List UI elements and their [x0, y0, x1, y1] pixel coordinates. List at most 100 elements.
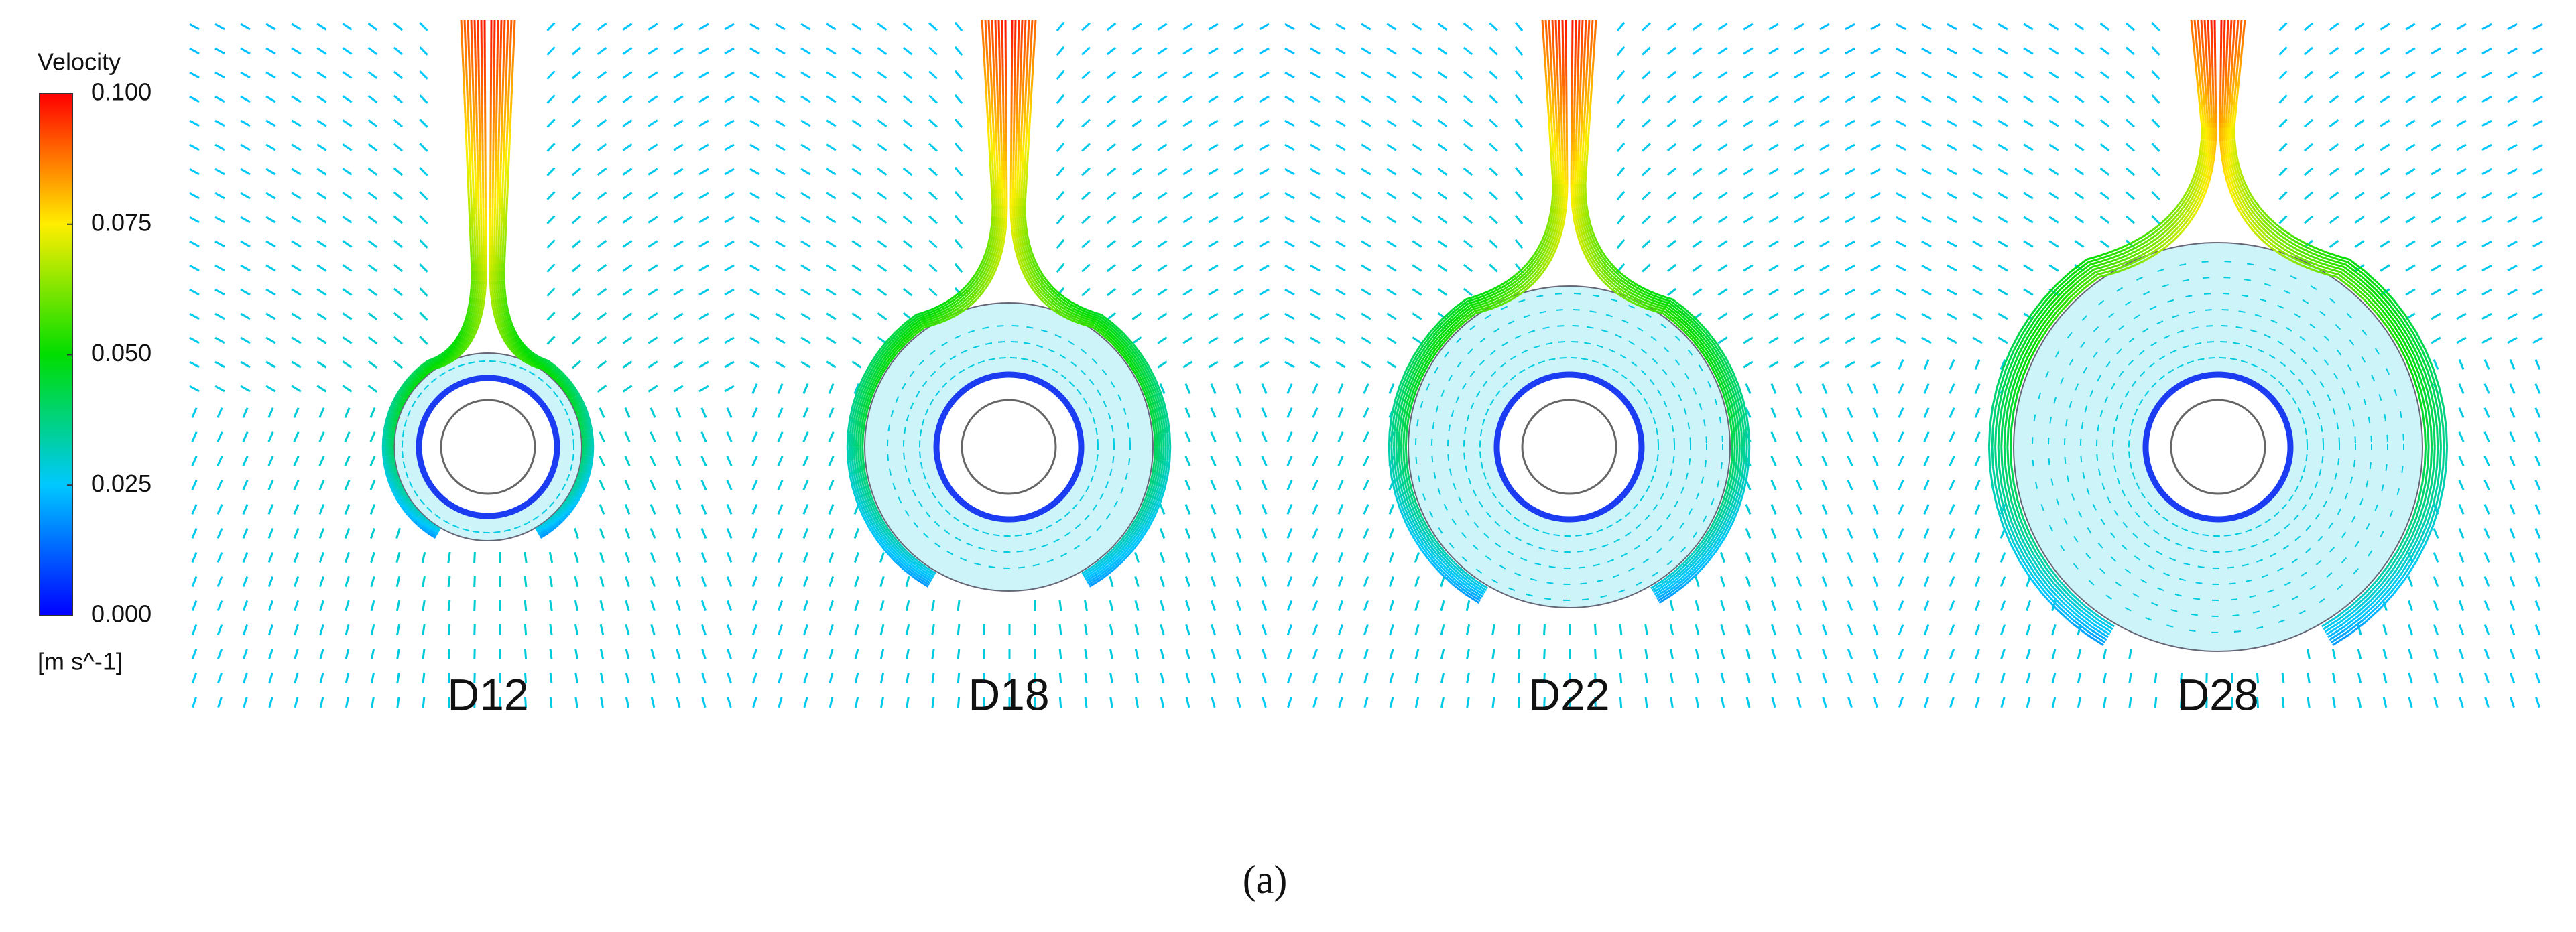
vector	[588, 464, 593, 474]
vector	[1152, 459, 1156, 473]
vector	[447, 672, 451, 684]
vector	[920, 462, 923, 469]
vector	[673, 385, 684, 393]
vector	[449, 344, 455, 350]
vector	[1921, 47, 1932, 55]
vector	[1949, 359, 1955, 370]
vector	[1845, 23, 1855, 31]
vector	[1463, 22, 1473, 31]
vector	[424, 521, 432, 529]
vector	[985, 275, 991, 284]
vector	[1401, 507, 1410, 523]
vector	[383, 464, 388, 474]
vector	[1538, 265, 1545, 275]
vector	[864, 395, 871, 409]
vector	[432, 365, 437, 369]
vector	[242, 407, 249, 418]
vector	[1014, 217, 1018, 228]
vector	[1998, 168, 2008, 176]
vector	[1020, 237, 1025, 247]
vector	[1552, 239, 1558, 250]
vector	[469, 312, 473, 320]
vector	[904, 549, 916, 560]
vector	[1312, 456, 1318, 466]
vector	[242, 576, 249, 588]
vector	[2023, 264, 2034, 272]
vector	[402, 495, 409, 504]
vector	[877, 71, 887, 79]
vector	[1896, 168, 1906, 176]
vector	[909, 371, 915, 377]
vector	[862, 395, 869, 409]
vector	[1717, 168, 1728, 176]
vector	[1974, 431, 1981, 442]
vector	[471, 216, 473, 227]
vector	[1422, 350, 1432, 364]
vector	[1652, 358, 1658, 364]
vector	[410, 511, 418, 519]
vector	[536, 526, 545, 533]
vector	[777, 528, 784, 539]
vector	[506, 113, 509, 124]
vector	[1386, 119, 1397, 127]
vector	[397, 387, 404, 396]
vector	[1642, 191, 1651, 200]
vector	[1157, 143, 1168, 151]
vector	[511, 66, 514, 77]
vector	[2481, 288, 2492, 296]
vector	[513, 350, 519, 356]
vector	[1127, 362, 1137, 375]
vector	[597, 167, 607, 176]
vector	[928, 94, 938, 104]
vector	[265, 385, 276, 393]
vector	[983, 696, 985, 708]
vector	[507, 339, 513, 346]
vector	[700, 431, 707, 442]
vector	[861, 408, 867, 421]
vector	[884, 532, 895, 545]
vector	[519, 346, 526, 352]
vector	[724, 240, 735, 248]
vector	[1845, 168, 1855, 176]
vector	[1088, 407, 1093, 414]
vector	[1023, 48, 1026, 58]
vector	[854, 488, 861, 502]
vector	[1872, 672, 1879, 684]
vector	[1588, 257, 1595, 267]
vector	[675, 456, 682, 466]
vector	[544, 522, 553, 529]
vector	[724, 264, 735, 272]
vector	[2357, 648, 2362, 660]
vector	[1821, 576, 1828, 587]
vector	[543, 360, 548, 363]
vector	[1131, 264, 1142, 272]
vector	[217, 456, 223, 466]
vector	[1479, 429, 1483, 437]
vector	[291, 240, 302, 248]
vector	[291, 336, 302, 344]
vector	[1610, 287, 1619, 295]
vector	[2431, 336, 2441, 344]
vector	[920, 317, 927, 322]
vector	[461, 38, 464, 49]
vector	[2456, 240, 2467, 248]
vector	[1060, 354, 1066, 359]
vector	[1159, 527, 1166, 539]
vector	[1034, 260, 1040, 269]
vector	[1210, 576, 1217, 588]
vector	[1337, 624, 1344, 636]
vector	[879, 576, 885, 588]
vector	[1949, 576, 1955, 587]
vector	[1644, 696, 1648, 708]
vector	[1032, 57, 1035, 68]
vector	[2329, 240, 2339, 248]
vector	[994, 179, 997, 190]
vector	[597, 22, 607, 31]
vector	[2509, 407, 2516, 418]
vector	[2532, 216, 2543, 224]
vector	[1235, 456, 1242, 466]
vector	[499, 361, 507, 364]
vector	[1019, 151, 1022, 161]
vector	[504, 179, 507, 190]
vector	[2456, 288, 2467, 296]
